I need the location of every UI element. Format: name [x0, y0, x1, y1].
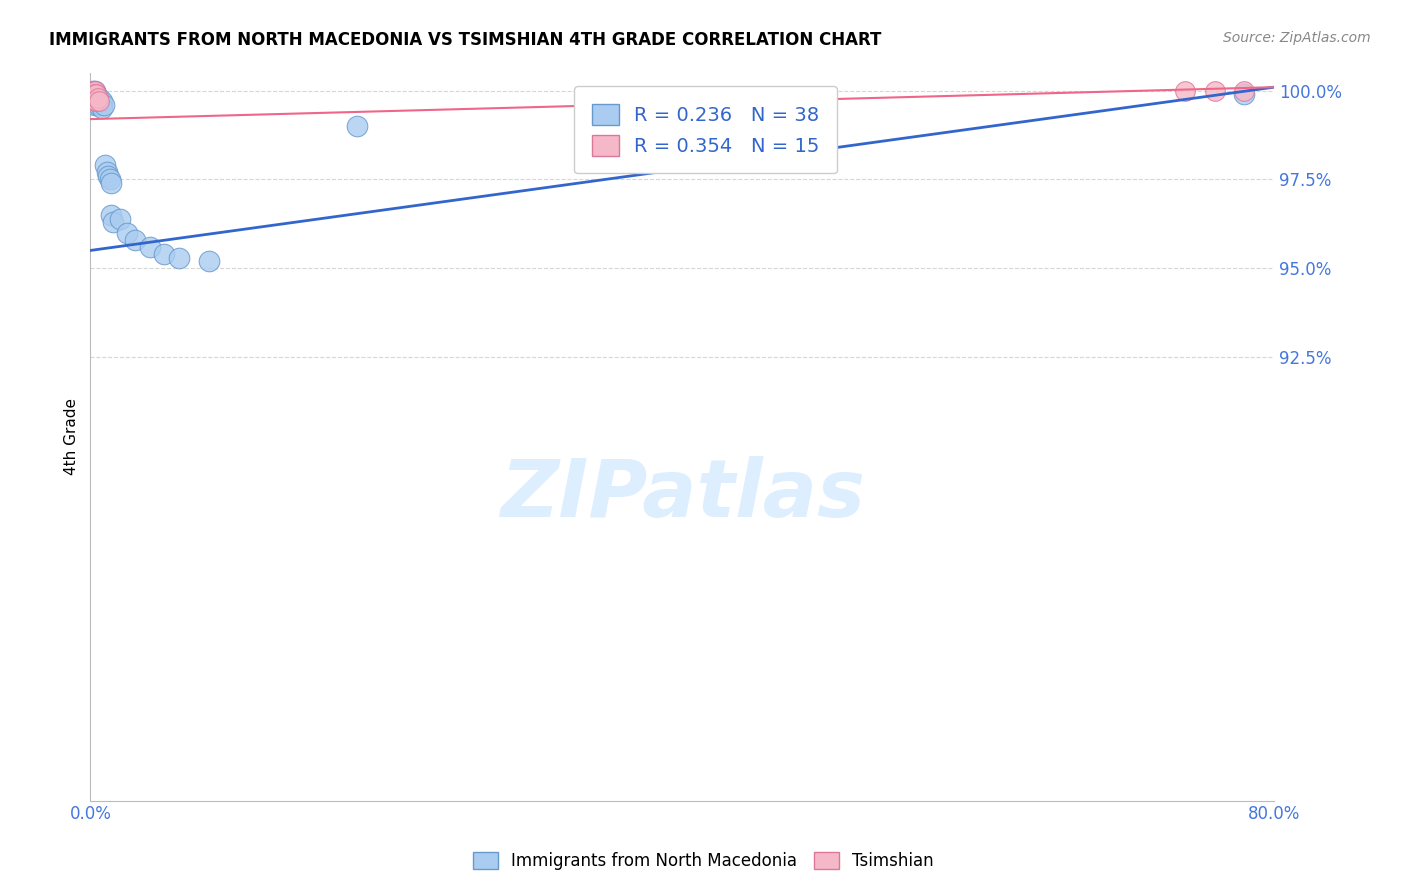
Point — [108, 211, 131, 226]
Point — [84, 95, 107, 109]
Point — [138, 240, 160, 254]
Point — [84, 95, 107, 109]
Point — [82, 87, 104, 102]
Point — [87, 91, 110, 105]
Point — [89, 91, 111, 105]
Point — [1233, 87, 1256, 102]
Point — [83, 87, 105, 102]
Point — [91, 95, 114, 109]
Point — [82, 91, 104, 105]
Point — [83, 84, 105, 98]
Point — [1174, 84, 1197, 98]
Point — [124, 233, 146, 247]
Point — [98, 172, 121, 186]
Point — [80, 84, 103, 98]
Point — [84, 87, 107, 102]
Point — [84, 87, 107, 102]
Legend: Immigrants from North Macedonia, Tsimshian: Immigrants from North Macedonia, Tsimshi… — [465, 845, 941, 877]
Legend: R = 0.236   N = 38, R = 0.354   N = 15: R = 0.236 N = 38, R = 0.354 N = 15 — [574, 87, 838, 173]
Point — [346, 120, 368, 134]
Point — [82, 87, 104, 102]
Point — [83, 95, 105, 109]
Point — [1233, 84, 1256, 98]
Point — [197, 254, 219, 268]
Point — [83, 95, 105, 109]
Point — [80, 91, 103, 105]
Point — [87, 91, 110, 105]
Text: ZIPatlas: ZIPatlas — [499, 456, 865, 534]
Point — [83, 84, 105, 98]
Point — [83, 98, 105, 112]
Point — [83, 91, 105, 105]
Point — [80, 95, 103, 109]
Point — [117, 226, 139, 240]
Point — [87, 98, 110, 112]
Point — [97, 169, 120, 183]
Point — [82, 95, 104, 109]
Point — [153, 247, 176, 261]
Y-axis label: 4th Grade: 4th Grade — [65, 399, 79, 475]
Point — [167, 251, 190, 265]
Point — [91, 102, 114, 116]
Text: Source: ZipAtlas.com: Source: ZipAtlas.com — [1223, 31, 1371, 45]
Point — [82, 91, 104, 105]
Point — [101, 215, 124, 229]
Point — [82, 84, 104, 98]
Point — [93, 98, 115, 112]
Text: IMMIGRANTS FROM NORTH MACEDONIA VS TSIMSHIAN 4TH GRADE CORRELATION CHART: IMMIGRANTS FROM NORTH MACEDONIA VS TSIMS… — [49, 31, 882, 49]
Point — [90, 98, 112, 112]
Point — [87, 95, 110, 109]
Point — [100, 176, 122, 190]
Point — [1204, 84, 1226, 98]
Point — [89, 95, 111, 109]
Point — [94, 158, 117, 172]
Point — [100, 208, 122, 222]
Point — [96, 165, 118, 179]
Point — [82, 84, 104, 98]
Point — [80, 87, 103, 102]
Point — [83, 87, 105, 102]
Point — [89, 95, 111, 109]
